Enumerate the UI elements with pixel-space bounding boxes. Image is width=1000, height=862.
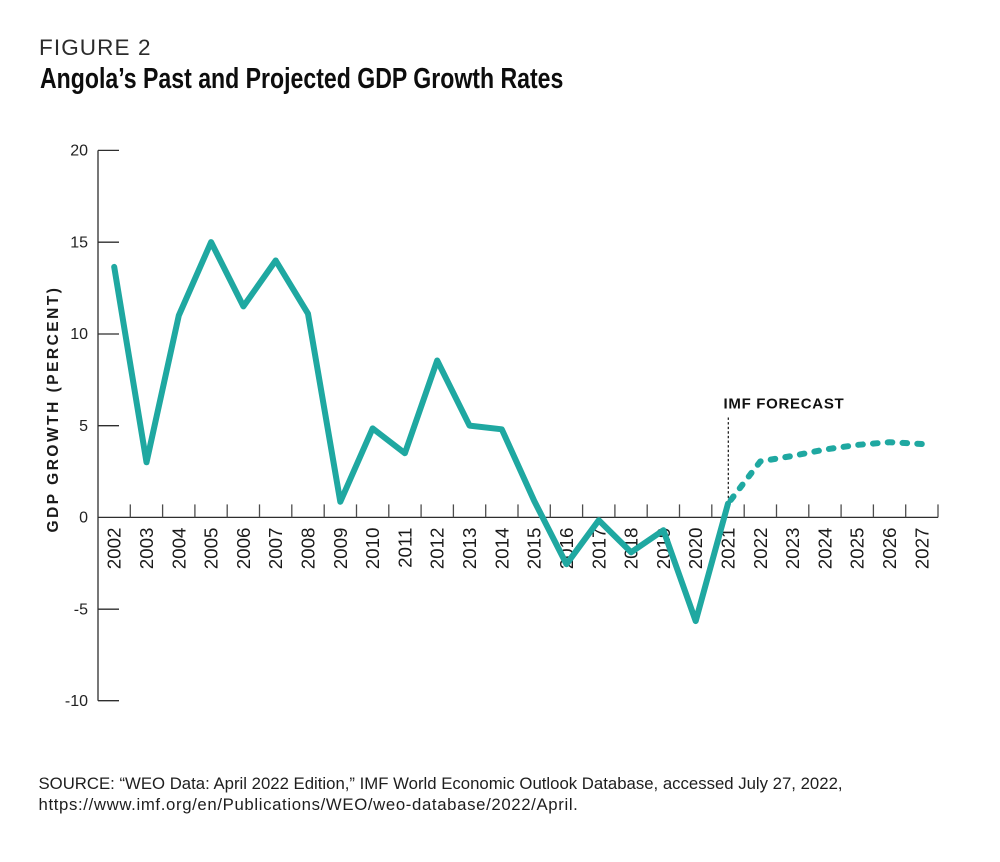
- svg-text:-10: -10: [65, 693, 88, 710]
- svg-text:2023: 2023: [782, 528, 803, 570]
- svg-text:2005: 2005: [201, 528, 222, 570]
- svg-text:2012: 2012: [427, 528, 448, 570]
- svg-text:GDP GROWTH (PERCENT): GDP GROWTH (PERCENT): [45, 286, 62, 533]
- svg-text:2008: 2008: [298, 528, 319, 570]
- svg-text:2011: 2011: [394, 528, 415, 568]
- svg-text:20: 20: [70, 143, 88, 160]
- svg-text:2022: 2022: [750, 528, 771, 570]
- svg-text:2024: 2024: [814, 528, 835, 570]
- svg-text:2009: 2009: [330, 528, 351, 570]
- svg-text:2010: 2010: [362, 528, 383, 570]
- svg-text:2015: 2015: [524, 528, 545, 570]
- svg-text:IMF FORECAST: IMF FORECAST: [724, 396, 845, 413]
- svg-text:2026: 2026: [879, 528, 900, 570]
- svg-text:2006: 2006: [233, 528, 254, 570]
- svg-text:10: 10: [70, 326, 88, 343]
- svg-text:2020: 2020: [685, 528, 706, 570]
- svg-text:2002: 2002: [104, 528, 125, 570]
- svg-text:15: 15: [70, 234, 88, 251]
- svg-text:2004: 2004: [168, 528, 189, 570]
- svg-text:2007: 2007: [265, 528, 286, 570]
- svg-text:2021: 2021: [718, 528, 739, 570]
- svg-text:5: 5: [79, 418, 88, 435]
- svg-text:2027: 2027: [911, 528, 932, 570]
- svg-text:0: 0: [79, 510, 88, 527]
- svg-text:2013: 2013: [459, 528, 480, 570]
- svg-text:2025: 2025: [847, 528, 868, 570]
- svg-text:-5: -5: [74, 601, 88, 618]
- svg-text:2003: 2003: [136, 528, 157, 570]
- svg-text:2017: 2017: [588, 528, 609, 570]
- svg-text:2014: 2014: [491, 528, 512, 570]
